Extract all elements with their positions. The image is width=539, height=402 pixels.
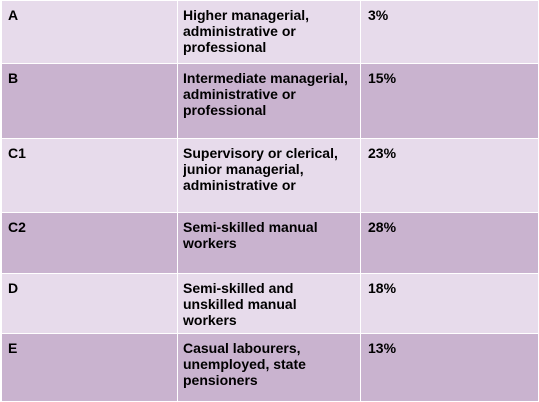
table-row: C2 Semi-skilled manual workers 28% xyxy=(1,212,539,274)
grade-cell: E xyxy=(1,333,178,402)
description-text: Higher managerial, administrative or pro… xyxy=(183,7,310,55)
table-row: B Intermediate managerial, administrativ… xyxy=(1,63,539,139)
description-text: Semi-skilled manual workers xyxy=(183,219,318,251)
percentage-cell: 18% xyxy=(360,273,539,334)
table-row: E Casual labourers, unemployed, state pe… xyxy=(1,333,539,402)
percentage-cell: 23% xyxy=(360,138,539,213)
percentage-cell: 28% xyxy=(360,212,539,274)
description-text: Intermediate managerial, administrative … xyxy=(183,70,348,118)
table-row: C1 Supervisory or clerical, junior manag… xyxy=(1,138,539,213)
description-text: Supervisory or clerical, junior manageri… xyxy=(183,145,338,193)
description-cell: Semi-skilled and unskilled manual worker… xyxy=(177,273,361,334)
description-text: Semi-skilled and unskilled manual worker… xyxy=(183,280,297,328)
description-cell: Casual labourers, unemployed, state pens… xyxy=(177,333,361,402)
description-cell: Higher managerial, administrative or pro… xyxy=(177,0,361,64)
percentage-cell: 3% xyxy=(360,0,539,64)
grade-cell: C1 xyxy=(1,138,178,213)
grade-cell: B xyxy=(1,63,178,139)
table-row: D Semi-skilled and unskilled manual work… xyxy=(1,273,539,334)
grade-cell: A xyxy=(1,0,178,64)
description-text: Casual labourers, unemployed, state pens… xyxy=(183,340,306,388)
description-cell: Semi-skilled manual workers xyxy=(177,212,361,274)
grade-cell: D xyxy=(1,273,178,334)
description-cell: Supervisory or clerical, junior manageri… xyxy=(177,138,361,213)
table-row: A Higher managerial, administrative or p… xyxy=(1,0,539,64)
percentage-cell: 13% xyxy=(360,333,539,402)
percentage-cell: 15% xyxy=(360,63,539,139)
grade-cell: C2 xyxy=(1,212,178,274)
description-cell: Intermediate managerial, administrative … xyxy=(177,63,361,139)
